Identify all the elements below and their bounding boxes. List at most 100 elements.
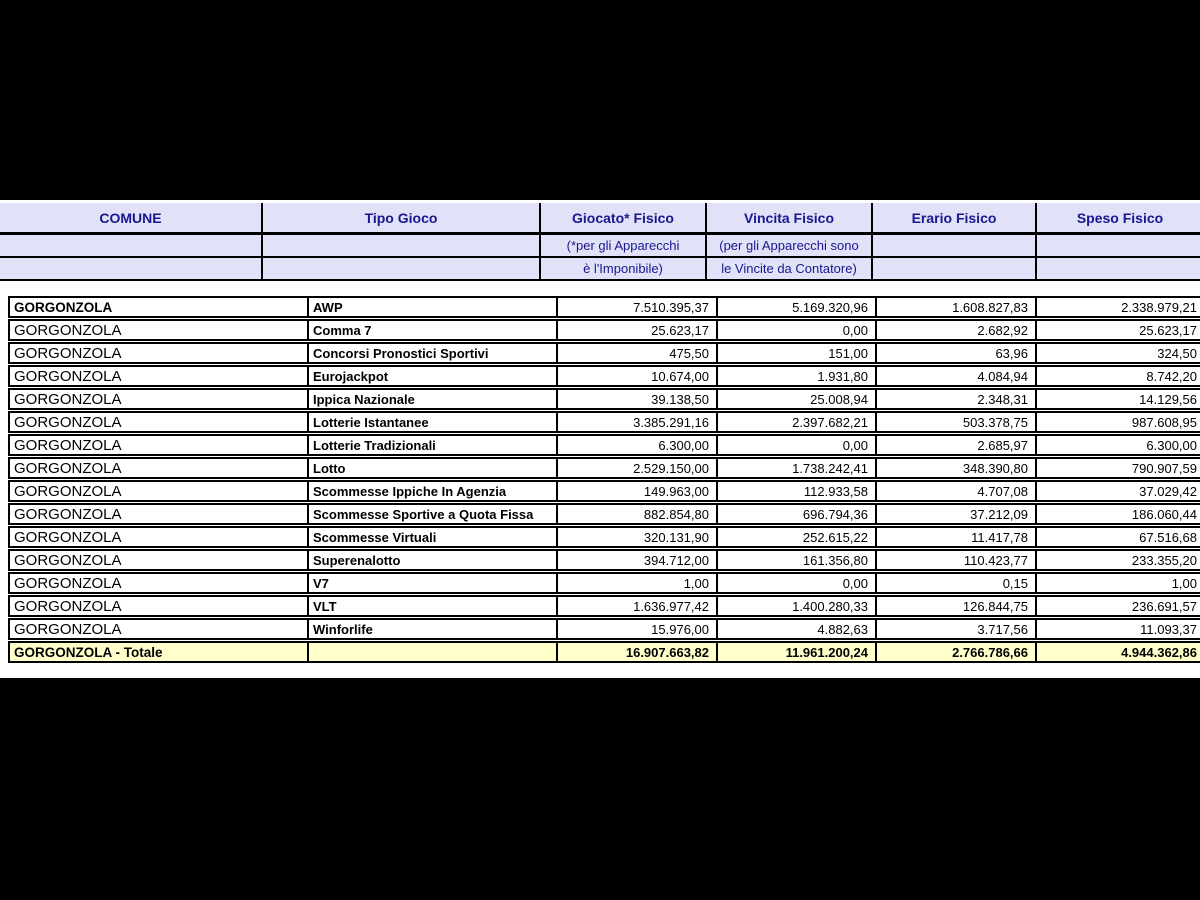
erario-cell: 503.378,75 [877, 413, 1037, 431]
tipo-gioco-cell: V7 [309, 574, 558, 592]
subnote1-speso [1037, 235, 1200, 256]
total-tipo-cell [309, 643, 558, 661]
subnote2-speso [1037, 258, 1200, 279]
giocato-cell: 7.510.395,37 [558, 298, 718, 316]
total-row: GORGONZOLA - Totale 16.907.663,82 11.961… [8, 641, 1200, 663]
comune-cell: GORGONZOLA [10, 574, 309, 592]
comune-cell: GORGONZOLA [10, 528, 309, 546]
erario-cell: 4.084,94 [877, 367, 1037, 385]
tipo-gioco-cell: AWP [309, 298, 558, 316]
comune-cell: GORGONZOLA [10, 390, 309, 408]
comune-cell: GORGONZOLA [10, 367, 309, 385]
total-erario-cell: 2.766.786,66 [877, 643, 1037, 661]
speso-cell: 2.338.979,21 [1121, 299, 1197, 315]
vincita-cell: 4.882,63 [718, 620, 877, 638]
vincita-cell: 25.008,94 [718, 390, 877, 408]
speso-cell: 6.300,00 [1146, 437, 1197, 453]
table-row: GORGONZOLA Lotterie Tradizionali 6.300,0… [8, 434, 1200, 456]
header-row-subnote-2: è l'Imponibile) le Vincite da Contatore) [0, 258, 1200, 281]
table-row: GORGONZOLA Scommesse Sportive a Quota Fi… [8, 503, 1200, 525]
vincita-cell: 0,00 [718, 574, 877, 592]
table-row: GORGONZOLA VLT 1.636.977,42 1.400.280,33… [8, 595, 1200, 617]
vincita-cell: 161.356,80 [718, 551, 877, 569]
subnote1-comune [0, 235, 263, 256]
giocato-cell: 15.976,00 [558, 620, 718, 638]
comune-cell: GORGONZOLA [10, 551, 309, 569]
report-page: COMUNE Tipo Gioco Giocato* Fisico Vincit… [0, 200, 1200, 678]
subnote2-vincita: le Vincite da Contatore) [707, 258, 873, 279]
speso-cell: 233.355,20 [1131, 552, 1197, 568]
comune-cell: GORGONZOLA [10, 482, 309, 500]
tipo-gioco-cell: VLT [309, 597, 558, 615]
giocato-cell: 25.623,17 [558, 321, 718, 339]
table-row: GORGONZOLA Scommesse Virtuali 320.131,90… [8, 526, 1200, 548]
comune-cell: GORGONZOLA [10, 597, 309, 615]
total-vincita-cell: 11.961.200,24 [718, 643, 877, 661]
header-giocato-fisico: Giocato* Fisico [541, 203, 707, 232]
table-row: GORGONZOLA Comma 7 25.623,17 0,00 2.682,… [8, 319, 1200, 341]
column-header-table: COMUNE Tipo Gioco Giocato* Fisico Vincit… [0, 203, 1200, 281]
erario-cell: 3.717,56 [877, 620, 1037, 638]
erario-cell: 1.608.827,83 [877, 298, 1037, 316]
speso-cell: 67.516,68 [1139, 529, 1197, 545]
tipo-gioco-cell: Scommesse Virtuali [309, 528, 558, 546]
vincita-cell: 0,00 [718, 436, 877, 454]
tipo-gioco-cell: Lotto [309, 459, 558, 477]
vincita-cell: 5.169.320,96 [718, 298, 877, 316]
giocato-cell: 6.300,00 [558, 436, 718, 454]
tipo-gioco-cell: Scommesse Sportive a Quota Fissa [309, 505, 558, 523]
subnote1-vincita: (per gli Apparecchi sono [707, 235, 873, 256]
tipo-gioco-cell: Ippica Nazionale [309, 390, 558, 408]
speso-cell: 1,00 [1171, 575, 1197, 591]
comune-cell: GORGONZOLA [10, 436, 309, 454]
table-row: GORGONZOLA Scommesse Ippiche In Agenzia … [8, 480, 1200, 502]
vincita-cell: 112.933,58 [718, 482, 877, 500]
comune-cell: GORGONZOLA [10, 298, 309, 316]
table-row: GORGONZOLA Winforlife 15.976,00 4.882,63… [8, 618, 1200, 640]
vincita-cell: 0,00 [718, 321, 877, 339]
speso-cell: 236.691,57 [1131, 598, 1197, 614]
tipo-gioco-cell: Concorsi Pronostici Sportivi [309, 344, 558, 362]
tipo-gioco-cell: Lotterie Istantanee [309, 413, 558, 431]
vincita-cell: 1.738.242,41 [718, 459, 877, 477]
total-speso-cell: 4.944.362,86 [1037, 643, 1200, 661]
erario-cell: 63,96 [877, 344, 1037, 362]
subnote2-tipo-gioco [263, 258, 541, 279]
table-row: GORGONZOLA Ippica Nazionale 39.138,50 25… [8, 388, 1200, 410]
comune-cell: GORGONZOLA [10, 459, 309, 477]
comune-cell: GORGONZOLA [10, 321, 309, 339]
speso-cell: 987.608,95 [1131, 414, 1197, 430]
vincita-cell: 252.615,22 [718, 528, 877, 546]
subnote1-tipo-gioco [263, 235, 541, 256]
erario-cell: 110.423,77 [877, 551, 1037, 569]
subnote1-erario [873, 235, 1037, 256]
tipo-gioco-cell: Scommesse Ippiche In Agenzia [309, 482, 558, 500]
giocato-cell: 882.854,80 [558, 505, 718, 523]
vincita-cell: 696.794,36 [718, 505, 877, 523]
header-tipo-gioco: Tipo Gioco [263, 203, 541, 232]
table-row: GORGONZOLA Superenalotto 394.712,00 161.… [8, 549, 1200, 571]
table-row: GORGONZOLA AWP 7.510.395,37 5.169.320,96… [8, 296, 1200, 318]
comune-cell: GORGONZOLA [10, 413, 309, 431]
subnote1-giocato: (*per gli Apparecchi [541, 235, 707, 256]
erario-cell: 11.417,78 [877, 528, 1037, 546]
table-row: GORGONZOLA Eurojackpot 10.674,00 1.931,8… [8, 365, 1200, 387]
total-giocato-cell: 16.907.663,82 [558, 643, 718, 661]
table-row: GORGONZOLA V7 1,00 0,00 0,15 1,00 [8, 572, 1200, 594]
erario-cell: 37.212,09 [877, 505, 1037, 523]
vincita-cell: 2.397.682,21 [718, 413, 877, 431]
erario-cell: 2.682,92 [877, 321, 1037, 339]
giocato-cell: 149.963,00 [558, 482, 718, 500]
erario-cell: 0,15 [877, 574, 1037, 592]
header-row-subnote-1: (*per gli Apparecchi (per gli Apparecchi… [0, 235, 1200, 258]
speso-cell: 324,50 [1157, 345, 1197, 361]
table-row: GORGONZOLA Lotterie Istantanee 3.385.291… [8, 411, 1200, 433]
tipo-gioco-cell: Lotterie Tradizionali [309, 436, 558, 454]
giocato-cell: 1.636.977,42 [558, 597, 718, 615]
subnote2-comune [0, 258, 263, 279]
header-vincita-fisico: Vincita Fisico [707, 203, 873, 232]
table-row: GORGONZOLA Concorsi Pronostici Sportivi … [8, 342, 1200, 364]
giocato-cell: 39.138,50 [558, 390, 718, 408]
erario-cell: 2.685,97 [877, 436, 1037, 454]
